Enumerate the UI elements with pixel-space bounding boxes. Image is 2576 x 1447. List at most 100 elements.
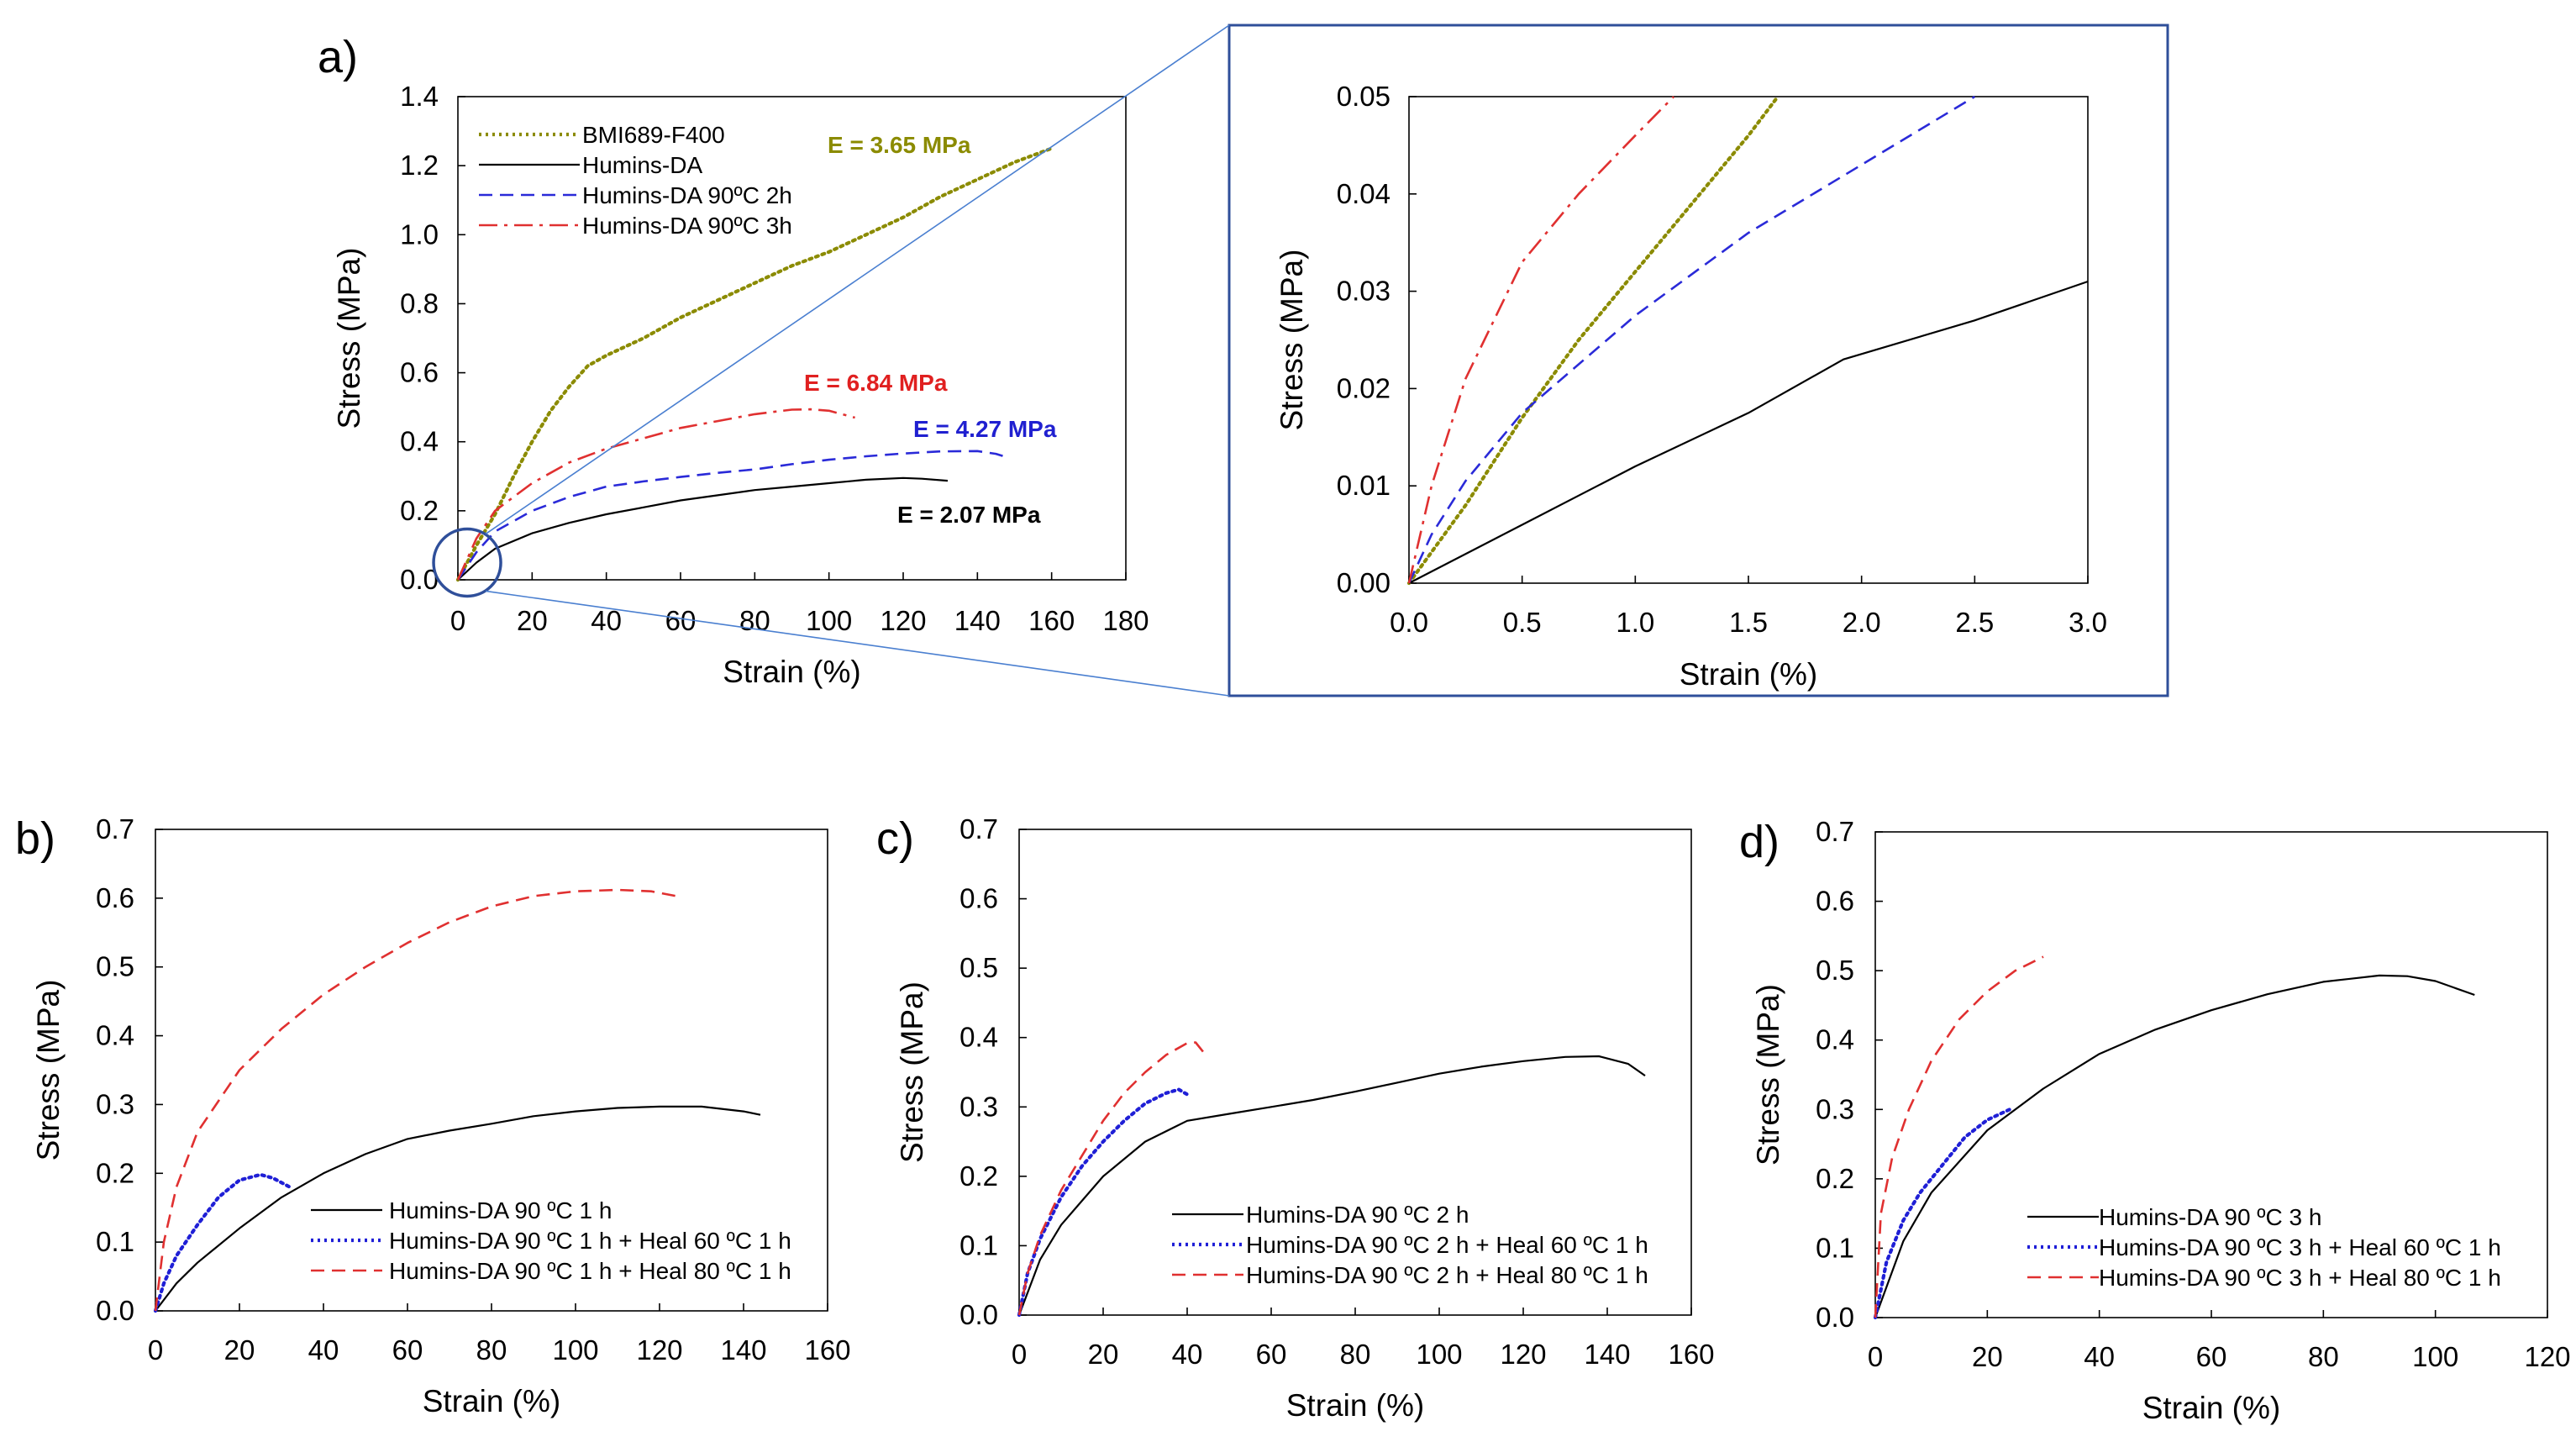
y-tick-label: 0.0 <box>959 1299 998 1330</box>
d-series-2-line <box>1874 955 2044 1318</box>
y-tick-label: 0.3 <box>1816 1093 1854 1124</box>
d-series-1-line <box>1873 1108 2012 1320</box>
x-tick-label: 0 <box>148 1334 163 1365</box>
panel-label: a) <box>318 32 358 82</box>
a_main-series-2-line <box>456 450 1008 581</box>
y-tick-label: 1.2 <box>400 150 439 181</box>
y-tick-label: 0.2 <box>400 495 439 526</box>
x-tick-label: 120 <box>636 1334 682 1365</box>
y-tick-label: 0.0 <box>400 564 439 595</box>
zoom-circle <box>432 527 502 598</box>
legend-label: Humins-DA 90 ºC 1 h + Heal 60 ºC 1 h <box>389 1228 791 1254</box>
y-tick-label: 0.4 <box>96 1020 134 1051</box>
a_main-plot-frame <box>457 96 1127 581</box>
d-series-0-line <box>1874 974 2475 1318</box>
a_main-series-0-line <box>455 146 1054 582</box>
x-tick-label: 100 <box>1416 1339 1462 1370</box>
x-tick-label: 80 <box>1340 1339 1371 1370</box>
y-tick-label: 0.6 <box>400 357 439 388</box>
a_inset-plot-frame <box>1408 96 2089 584</box>
x-tick-label: 120 <box>1500 1339 1546 1370</box>
a_main-series-3-line <box>456 408 855 581</box>
x-tick-label: 1.5 <box>1729 607 1768 638</box>
y-tick-label: 0.03 <box>1337 276 1391 307</box>
y-axis-label: Stress (MPa) <box>1275 250 1309 431</box>
legend-label: Humins-DA <box>582 152 702 178</box>
x-tick-label: 0.0 <box>1390 607 1428 638</box>
y-tick-label: 0.1 <box>96 1226 134 1257</box>
y-tick-label: 1.0 <box>400 218 439 250</box>
y-tick-label: 0.1 <box>959 1229 998 1260</box>
x-tick-label: 20 <box>1088 1339 1119 1370</box>
x-tick-label: 160 <box>804 1334 850 1365</box>
x-tick-label: 100 <box>806 605 852 636</box>
legend-label: Humins-DA 90ºC 2h <box>582 182 792 208</box>
y-tick-label: 0.0 <box>96 1295 134 1326</box>
y-tick-label: 0.5 <box>1816 955 1854 986</box>
y-tick-label: 0.04 <box>1337 178 1391 209</box>
y-tick-label: 0.02 <box>1337 372 1391 403</box>
x-tick-label: 20 <box>1972 1341 2003 1372</box>
y-tick-label: 0.01 <box>1337 470 1391 501</box>
x-tick-label: 40 <box>2084 1341 2115 1372</box>
y-tick-label: 0.7 <box>1816 816 1854 847</box>
x-tick-label: 80 <box>2308 1341 2339 1372</box>
x-tick-label: 2.0 <box>1843 607 1881 638</box>
x-tick-label: 160 <box>1668 1339 1714 1370</box>
x-tick-label: 2.5 <box>1955 607 1994 638</box>
modulus-annotation: E = 2.07 MPa <box>897 502 1041 528</box>
panel-label: c) <box>876 813 914 864</box>
x-tick-label: 60 <box>1256 1339 1287 1370</box>
c-series-0-line <box>1017 1055 1646 1316</box>
legend-label: Humins-DA 90 ºC 1 h + Heal 80 ºC 1 h <box>389 1258 791 1284</box>
y-tick-label: 0.8 <box>400 287 439 318</box>
x-tick-label: 140 <box>1584 1339 1630 1370</box>
x-tick-label: 100 <box>552 1334 598 1365</box>
inset-frame <box>1228 24 2169 697</box>
y-tick-label: 0.05 <box>1337 81 1391 112</box>
legend-label: BMI689-F400 <box>582 122 725 148</box>
y-tick-label: 0.6 <box>1816 886 1854 917</box>
c-series-1-line <box>1017 1087 1190 1318</box>
x-tick-label: 0 <box>1868 1341 1883 1372</box>
panel-label: d) <box>1739 817 1780 867</box>
legend-label: Humins-DA 90 ºC 2 h <box>1246 1202 1469 1228</box>
b-series-2-line <box>154 888 677 1312</box>
x-tick-label: 0 <box>1012 1339 1027 1370</box>
y-tick-label: 0.2 <box>959 1160 998 1192</box>
modulus-annotation: E = 6.84 MPa <box>804 370 948 396</box>
legend-label: Humins-DA 90 ºC 3 h + Heal 80 ºC 1 h <box>2099 1265 2501 1291</box>
y-tick-label: 0.6 <box>96 882 134 913</box>
a_inset-series-0-line <box>1406 94 1780 586</box>
y-tick-label: 1.4 <box>400 81 439 112</box>
x-axis-label: Strain (%) <box>2142 1391 2280 1425</box>
x-tick-label: 80 <box>739 605 770 636</box>
y-axis-label: Stress (MPa) <box>1751 984 1785 1165</box>
x-axis-label: Strain (%) <box>423 1384 560 1418</box>
y-tick-label: 0.0 <box>1816 1302 1854 1333</box>
legend-label: Humins-DA 90 ºC 2 h + Heal 60 ºC 1 h <box>1246 1232 1648 1258</box>
a_inset-series-3-line <box>1407 96 1675 584</box>
y-axis-label: Stress (MPa) <box>332 248 366 429</box>
x-tick-label: 140 <box>954 605 1001 636</box>
zoom-connector-bottom <box>485 590 1230 697</box>
x-tick-label: 60 <box>2196 1341 2227 1372</box>
x-tick-label: 40 <box>1172 1339 1203 1370</box>
zoom-connector-top <box>485 24 1230 535</box>
modulus-annotation: E = 3.65 MPa <box>828 132 971 158</box>
legend-label: Humins-DA 90ºC 3h <box>582 213 792 239</box>
x-tick-label: 40 <box>308 1334 339 1365</box>
x-tick-label: 140 <box>720 1334 766 1365</box>
y-tick-label: 0.3 <box>959 1091 998 1122</box>
x-tick-label: 60 <box>392 1334 423 1365</box>
c-series-2-line <box>1017 1041 1206 1316</box>
a_inset-series-1-line <box>1408 280 2089 584</box>
x-tick-label: 20 <box>224 1334 255 1365</box>
b-series-1-line <box>153 1172 292 1313</box>
legend-label: Humins-DA 90 ºC 2 h + Heal 80 ºC 1 h <box>1246 1262 1648 1288</box>
y-axis-label: Stress (MPa) <box>895 981 929 1163</box>
legend-label: Humins-DA 90 ºC 1 h <box>389 1197 612 1223</box>
x-axis-label: Strain (%) <box>1680 657 1817 692</box>
y-tick-label: 0.5 <box>96 951 134 982</box>
